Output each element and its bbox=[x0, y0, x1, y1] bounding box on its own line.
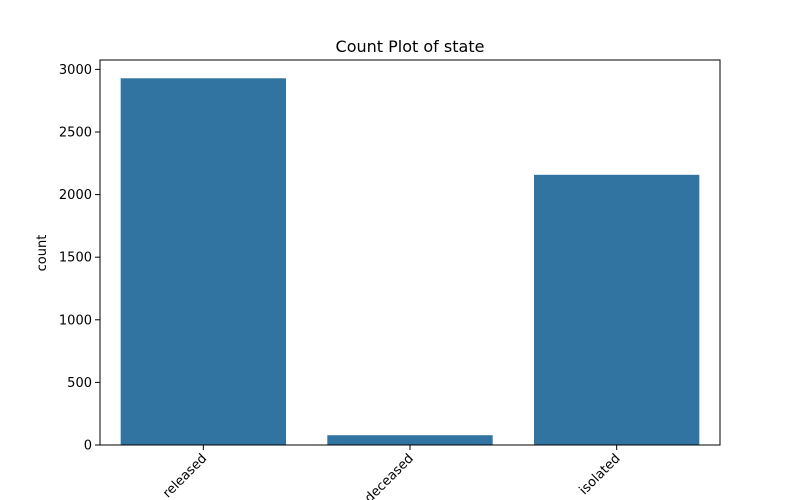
x-tick-label-isolated: isolated bbox=[577, 451, 624, 498]
x-tick-label-deceased: deceased bbox=[362, 451, 417, 500]
y-axis: 0 500 1000 1500 2000 2500 3000 bbox=[59, 63, 100, 454]
y-tick-label: 1500 bbox=[59, 251, 92, 266]
y-tick-label: 3000 bbox=[59, 63, 92, 78]
y-tick-label: 2000 bbox=[59, 188, 92, 203]
y-tick-label: 2500 bbox=[59, 125, 92, 140]
y-tick-label: 500 bbox=[67, 376, 92, 391]
bar-deceased bbox=[327, 435, 493, 445]
bar-isolated bbox=[534, 174, 700, 445]
y-tick-label: 0 bbox=[84, 439, 92, 454]
bar-released bbox=[120, 78, 286, 445]
y-axis-label: count bbox=[35, 235, 50, 272]
y-tick-label: 1000 bbox=[59, 313, 92, 328]
bars-group bbox=[120, 78, 700, 445]
x-axis: released deceased isolated bbox=[160, 445, 623, 500]
x-tick-label-released: released bbox=[160, 451, 210, 500]
chart-title: Count Plot of state bbox=[336, 37, 485, 56]
